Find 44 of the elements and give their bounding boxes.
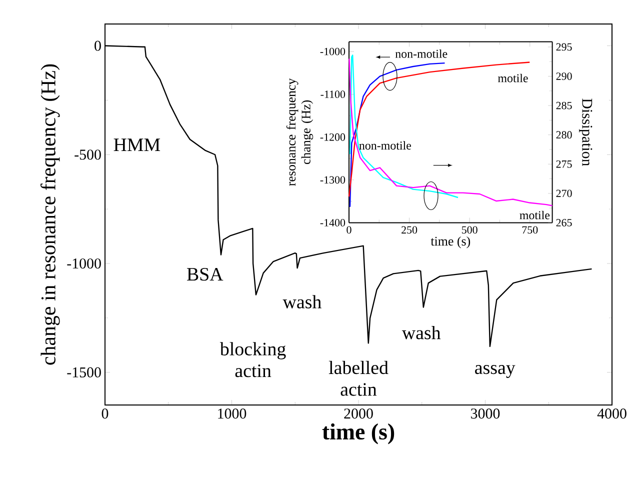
- y-axis-title: resonance frequency change (Hz): [286, 78, 314, 186]
- y-tick-label: -1100: [320, 90, 346, 98]
- y2-tick-label: 295: [556, 43, 572, 51]
- x-tick-label: 750: [522, 226, 538, 234]
- line-series: [348, 58, 553, 206]
- x-tick-label: 2000: [344, 408, 373, 419]
- x-axis-title: time (s): [322, 423, 394, 444]
- y-axis-title: change in resonance frequency (Hz): [40, 64, 60, 365]
- line-series: [349, 62, 446, 208]
- annotation: assay: [475, 364, 516, 378]
- series-label: motile: [520, 210, 550, 220]
- y2-tick-label: 275: [556, 160, 572, 168]
- y-tick-label: -1300: [320, 176, 346, 184]
- x-axis-title: time (s): [430, 236, 470, 248]
- y-tick-label: -1400: [320, 219, 346, 226]
- series-label: non-motile: [395, 49, 448, 58]
- line-series: [348, 62, 530, 198]
- annotation: blocking actin: [220, 342, 286, 378]
- annotation: wash: [282, 295, 322, 308]
- x-tick-label: 500: [462, 226, 478, 234]
- x-tick-label: 1000: [218, 408, 246, 419]
- y-tick-label: -500: [74, 150, 101, 160]
- annotation: labelled actin: [328, 360, 388, 396]
- x-tick-label: 250: [402, 226, 418, 234]
- y2-tick-label: 265: [556, 219, 572, 226]
- y2-tick-label: 270: [556, 190, 572, 198]
- y-tick-label: -1500: [67, 367, 101, 378]
- x-tick-label: 0: [102, 408, 108, 419]
- series-label: motile: [498, 74, 528, 82]
- series-label: non-motile: [359, 141, 412, 150]
- y2-tick-label: 280: [556, 131, 572, 139]
- y-tick-label: -1000: [67, 258, 101, 269]
- y-tick-label: -1000: [320, 48, 346, 56]
- y-tick-label: -1200: [320, 133, 346, 141]
- x-tick-label: 4000: [597, 408, 626, 419]
- y-tick-label: 0: [94, 40, 101, 51]
- annotation: HMM: [114, 138, 160, 151]
- annotation: BSA: [187, 268, 224, 281]
- x-tick-label: 3000: [471, 408, 500, 419]
- x-tick-label: 0: [346, 226, 352, 234]
- annotation: wash: [402, 326, 441, 340]
- y2-tick-label: 290: [556, 72, 572, 80]
- y2-axis-title: Dissipation: [579, 98, 592, 166]
- y2-tick-label: 285: [556, 102, 572, 110]
